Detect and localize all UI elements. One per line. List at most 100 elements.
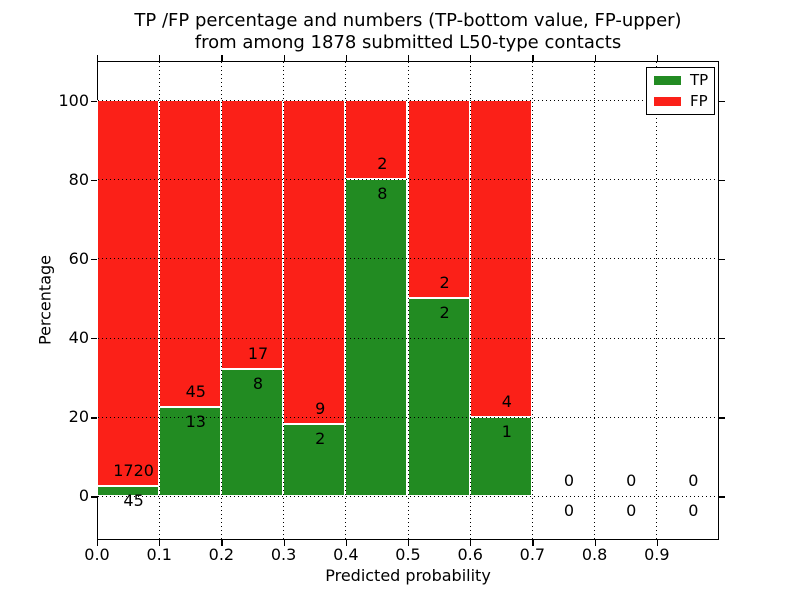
bar-segment-tp (283, 423, 346, 496)
x-tick-top (159, 55, 161, 61)
y-tick-left (91, 179, 97, 182)
x-tick-label: 0.9 (644, 545, 670, 564)
bar-segment-tp (158, 407, 221, 496)
legend-entry-tp: TP (654, 71, 709, 89)
x-gridline (594, 62, 596, 539)
x-tick-label: 0.2 (208, 545, 235, 564)
chart-title: TP /FP percentage and numbers (TP-bottom… (97, 10, 719, 54)
y-tick-label: 0 (78, 486, 89, 506)
y-tick-right (719, 258, 725, 261)
x-axis-label: Predicted probability (325, 566, 491, 585)
bar-segment-fp (158, 100, 221, 408)
x-tick-bottom (97, 540, 99, 546)
fp-count-label: 1720 (113, 460, 154, 480)
x-tick-top (221, 55, 223, 61)
x-gridline (656, 62, 658, 539)
y-tick-left (91, 100, 97, 102)
fp-count-label: 4 (501, 391, 512, 411)
x-gridline (407, 62, 409, 539)
x-tick-top (532, 55, 534, 61)
x-gridline (469, 62, 471, 539)
x-gridline (283, 62, 285, 539)
tp-count-label: 0 (626, 500, 637, 520)
fp-count-label: 0 (626, 470, 637, 490)
tp-color-swatch (654, 76, 681, 85)
y-tick-left (91, 496, 97, 498)
fp-count-label: 0 (563, 470, 575, 490)
tp-count-label: 2 (315, 428, 326, 448)
tp-count-label: 45 (123, 490, 144, 510)
y-tick-right (719, 417, 725, 419)
x-tick-bottom (159, 540, 161, 546)
y-tick-label: 60 (68, 248, 89, 268)
fp-count-label: 9 (315, 398, 326, 418)
x-tick-top (408, 55, 410, 61)
x-gridline (345, 62, 347, 539)
y-tick-left (91, 258, 97, 261)
bar-segment-tp (96, 485, 159, 496)
legend-entry-fp: FP (654, 92, 708, 110)
y-axis-label: Percentage (35, 254, 55, 346)
chart-title-line1: TP /FP percentage and numbers (TP-bottom… (134, 10, 682, 31)
tp-count-label: 8 (252, 374, 264, 394)
x-tick-label: 0.3 (270, 545, 297, 564)
x-tick-label: 0.4 (333, 545, 359, 564)
tp-count-label: 2 (439, 303, 450, 323)
fp-count-label: 0 (688, 470, 699, 490)
tp-count-label: 13 (185, 412, 206, 432)
chart-title-line2: from among 1878 submitted L50-type conta… (194, 32, 622, 53)
tp-count-label: 8 (377, 184, 388, 204)
y-tick-right (719, 100, 725, 102)
tp-count-label: 0 (688, 500, 699, 520)
x-tick-top (283, 55, 285, 61)
x-tick-label: 0.8 (581, 545, 608, 564)
x-tick-label: 0.6 (457, 545, 483, 564)
bar-segment-fp (96, 100, 159, 486)
x-tick-top (656, 55, 659, 61)
tp-count-label: 0 (563, 500, 575, 520)
legend-label-tp: TP (690, 71, 709, 89)
x-tick-bottom (532, 540, 534, 546)
x-tick-label: 0.1 (146, 545, 172, 564)
x-tick-bottom (345, 540, 348, 546)
bar-segment-tp (407, 298, 470, 496)
legend-label-fp: FP (690, 92, 708, 110)
x-tick-top (345, 55, 348, 61)
y-tick-label: 80 (68, 169, 89, 189)
x-tick-bottom (221, 540, 223, 546)
legend-box: TP FP (646, 67, 715, 115)
x-tick-label: 0.7 (519, 545, 546, 564)
y-tick-label: 40 (68, 328, 89, 348)
fp-count-label: 17 (247, 344, 269, 364)
y-tick-right (719, 338, 725, 340)
x-tick-label: 0.5 (395, 545, 421, 564)
x-gridline (220, 62, 222, 539)
tp-count-label: 1 (501, 421, 512, 441)
bar-segment-fp (283, 100, 346, 424)
y-tick-right (719, 496, 725, 498)
y-tick-label: 100 (58, 90, 89, 110)
fp-count-label: 45 (185, 382, 206, 402)
x-tick-bottom (283, 540, 285, 546)
x-tick-top (594, 55, 596, 61)
x-tick-label: 0.0 (84, 545, 110, 564)
y-tick-left (91, 338, 97, 340)
y-tick-right (719, 179, 725, 182)
y-tick-label: 20 (68, 407, 89, 427)
fp-count-label: 2 (377, 154, 388, 174)
plot-area: 1720 45 45 13 17 8 9 2 2 8 2 2 4 1 0 0 0 0 0 0 (96, 61, 719, 540)
fp-color-swatch (654, 97, 681, 106)
x-gridline (531, 62, 533, 539)
x-tick-bottom (470, 540, 472, 546)
y-tick-left (91, 417, 97, 419)
x-tick-top (97, 55, 99, 61)
bar-segment-fp (220, 100, 284, 370)
x-tick-bottom (656, 540, 659, 546)
x-tick-bottom (594, 540, 596, 546)
bar-segment-fp (407, 100, 470, 298)
x-tick-top (470, 55, 472, 61)
x-gridline (158, 62, 160, 539)
fp-count-label: 2 (439, 273, 450, 293)
x-tick-bottom (408, 540, 410, 546)
